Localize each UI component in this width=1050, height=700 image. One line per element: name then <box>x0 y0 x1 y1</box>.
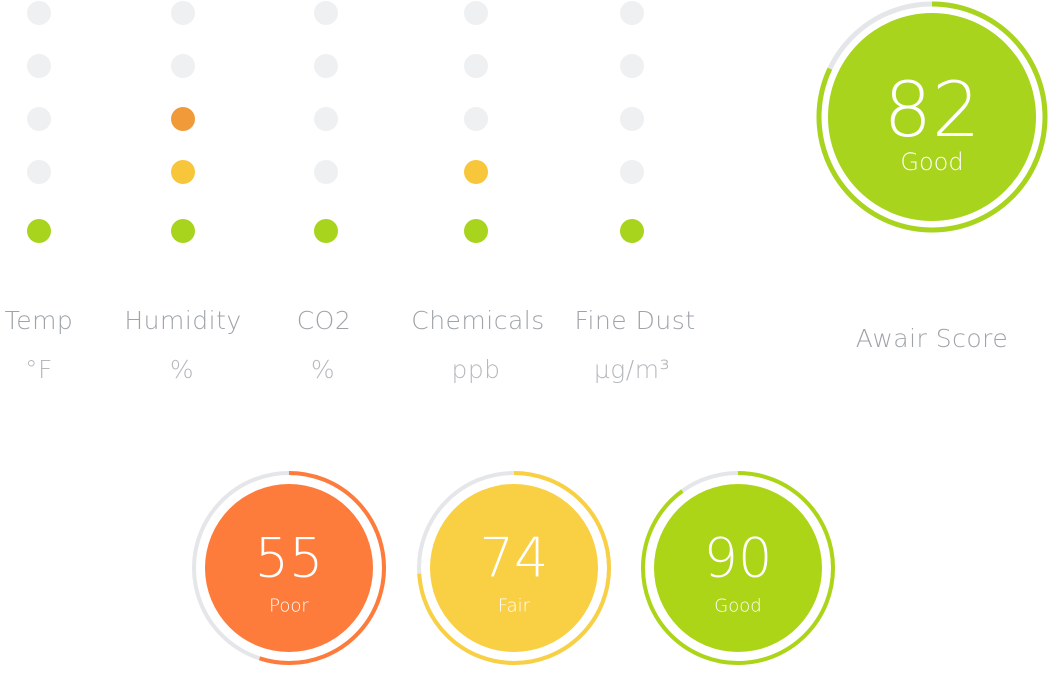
level-dot <box>171 160 195 184</box>
ring-progress <box>641 471 835 665</box>
sensor-name-fine-dust: Fine Dust <box>574 306 696 335</box>
awair-score-label: Awair Score <box>855 324 1009 353</box>
badge-score-value: 74 <box>479 526 549 590</box>
ring-fill <box>828 13 1036 221</box>
level-dot <box>464 160 488 184</box>
sensor-name-humidity: Humidity <box>124 306 242 335</box>
ring-fill <box>654 484 822 652</box>
level-dot <box>464 219 488 243</box>
level-dot <box>171 1 195 25</box>
level-dot <box>171 107 195 131</box>
ring-fill <box>205 484 373 652</box>
level-dot <box>464 54 488 78</box>
sensor-name-co2: CO2 <box>296 306 352 335</box>
level-dot <box>620 160 644 184</box>
ring-fill <box>430 484 598 652</box>
level-dot <box>314 54 338 78</box>
sensor-unit-co2: % <box>310 355 336 384</box>
badge-ring <box>192 471 386 665</box>
level-dot <box>171 219 195 243</box>
level-dot <box>27 160 51 184</box>
level-dot <box>27 219 51 243</box>
score-badge-good: 90 Good <box>703 526 773 617</box>
level-dot <box>27 1 51 25</box>
badge-ring <box>641 471 835 665</box>
ring-progress <box>417 471 611 665</box>
level-dot <box>314 160 338 184</box>
badge-rating: Fair <box>497 595 531 617</box>
badge-score-value: 90 <box>703 526 773 590</box>
level-dot <box>314 107 338 131</box>
awair-score-ring <box>816 1 1048 233</box>
level-dot <box>620 1 644 25</box>
awair-score-value: 82 <box>883 65 981 154</box>
level-dot <box>314 1 338 25</box>
score-badge-fair: 74 Fair <box>479 526 549 617</box>
sensor-unit-temp: °F <box>25 355 53 384</box>
awair-score-badge: 82 Good <box>883 65 981 177</box>
ring-progress <box>192 471 386 665</box>
sensor-unit-humidity: % <box>169 355 195 384</box>
level-dot <box>314 219 338 243</box>
sensor-unit-chemicals: ppb <box>451 355 501 384</box>
level-dot <box>620 107 644 131</box>
level-dot <box>464 107 488 131</box>
badge-score-value: 55 <box>254 526 324 590</box>
level-dot <box>464 1 488 25</box>
badge-ring <box>417 471 611 665</box>
level-dot <box>27 107 51 131</box>
level-dot <box>171 54 195 78</box>
sensor-unit-fine-dust: µg/m³ <box>593 355 671 384</box>
awair-score-rating: Good <box>900 148 964 176</box>
level-dot <box>620 219 644 243</box>
ring-progress <box>816 1 1048 233</box>
badge-rating: Good <box>714 595 762 617</box>
score-badge-poor: 55 Poor <box>254 526 324 617</box>
level-dot <box>27 54 51 78</box>
badge-rating: Poor <box>269 595 309 617</box>
sensor-name-chemicals: Chemicals <box>411 306 545 335</box>
sensor-name-temp: Temp <box>4 306 74 335</box>
level-dot <box>620 54 644 78</box>
